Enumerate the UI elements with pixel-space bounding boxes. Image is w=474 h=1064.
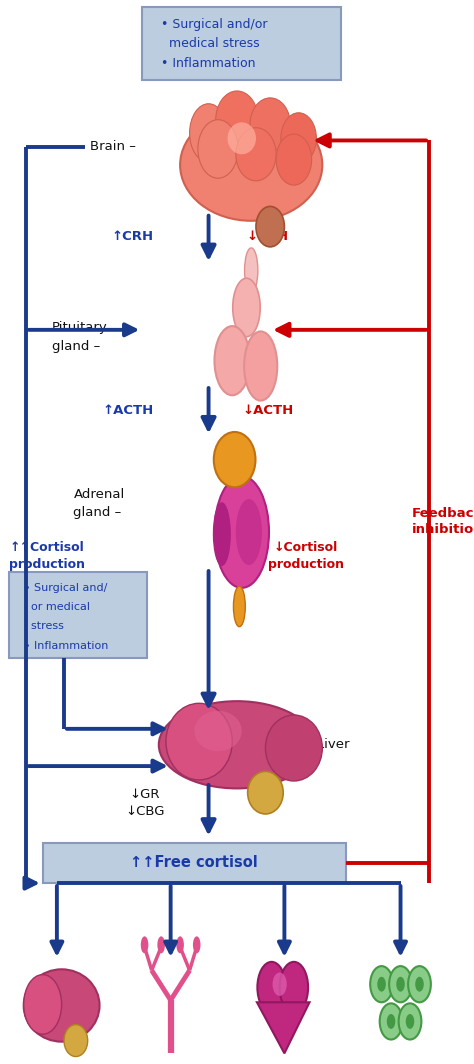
Ellipse shape bbox=[245, 248, 258, 293]
Ellipse shape bbox=[377, 977, 386, 992]
Ellipse shape bbox=[408, 966, 431, 1002]
Text: ↓CRH: ↓CRH bbox=[247, 230, 289, 243]
Ellipse shape bbox=[250, 98, 290, 151]
Text: stress: stress bbox=[24, 621, 64, 631]
Ellipse shape bbox=[228, 122, 256, 154]
Text: or medical: or medical bbox=[24, 602, 90, 612]
Ellipse shape bbox=[166, 703, 232, 780]
Ellipse shape bbox=[24, 969, 100, 1042]
Ellipse shape bbox=[273, 972, 287, 996]
Ellipse shape bbox=[236, 499, 262, 565]
Ellipse shape bbox=[399, 1003, 421, 1040]
Ellipse shape bbox=[213, 502, 231, 566]
Polygon shape bbox=[257, 1002, 310, 1053]
Ellipse shape bbox=[265, 715, 322, 781]
Ellipse shape bbox=[214, 432, 255, 487]
Text: gland –: gland – bbox=[52, 340, 100, 353]
Text: • Inflammation: • Inflammation bbox=[161, 57, 255, 70]
Ellipse shape bbox=[281, 113, 316, 164]
Ellipse shape bbox=[216, 92, 258, 149]
Ellipse shape bbox=[233, 586, 246, 627]
Text: ↑↑Cortisol
production: ↑↑Cortisol production bbox=[9, 542, 85, 571]
Text: ↓CBG: ↓CBG bbox=[125, 805, 164, 818]
Ellipse shape bbox=[233, 278, 260, 336]
Text: ↑CRH: ↑CRH bbox=[112, 230, 154, 243]
Ellipse shape bbox=[159, 701, 315, 788]
Ellipse shape bbox=[370, 966, 393, 1002]
Text: – Liver: – Liver bbox=[306, 738, 349, 751]
Text: ↑↑Free cortisol: ↑↑Free cortisol bbox=[130, 855, 258, 870]
Ellipse shape bbox=[280, 962, 308, 1013]
Text: gland –: gland – bbox=[73, 506, 122, 519]
Ellipse shape bbox=[387, 1014, 395, 1029]
Ellipse shape bbox=[236, 128, 276, 181]
Ellipse shape bbox=[276, 134, 311, 185]
Ellipse shape bbox=[64, 1025, 88, 1057]
Text: • Surgical and/: • Surgical and/ bbox=[24, 583, 107, 593]
Circle shape bbox=[141, 936, 148, 953]
Ellipse shape bbox=[244, 332, 277, 401]
Text: • Inflammation: • Inflammation bbox=[24, 641, 108, 650]
Text: ↓GR: ↓GR bbox=[129, 788, 160, 801]
Circle shape bbox=[193, 936, 201, 953]
Ellipse shape bbox=[257, 962, 286, 1013]
Ellipse shape bbox=[24, 975, 62, 1034]
Ellipse shape bbox=[389, 966, 412, 1002]
FancyBboxPatch shape bbox=[9, 572, 147, 658]
Ellipse shape bbox=[396, 977, 405, 992]
Ellipse shape bbox=[256, 206, 284, 247]
Text: Pituitary: Pituitary bbox=[52, 321, 108, 334]
Text: medical stress: medical stress bbox=[161, 37, 260, 50]
FancyBboxPatch shape bbox=[142, 7, 341, 80]
Ellipse shape bbox=[198, 120, 238, 179]
Ellipse shape bbox=[247, 771, 283, 814]
Circle shape bbox=[176, 936, 184, 953]
Ellipse shape bbox=[380, 1003, 402, 1040]
Text: ↓ACTH: ↓ACTH bbox=[242, 404, 293, 417]
Text: Feedback
inhibition: Feedback inhibition bbox=[412, 506, 474, 536]
Text: ↑ACTH: ↑ACTH bbox=[102, 404, 154, 417]
Ellipse shape bbox=[214, 477, 269, 587]
Text: Brain –: Brain – bbox=[90, 140, 136, 153]
Ellipse shape bbox=[406, 1014, 414, 1029]
Ellipse shape bbox=[190, 104, 228, 163]
FancyBboxPatch shape bbox=[43, 843, 346, 883]
Ellipse shape bbox=[415, 977, 424, 992]
Ellipse shape bbox=[214, 326, 250, 395]
Ellipse shape bbox=[194, 711, 242, 751]
Circle shape bbox=[157, 936, 165, 953]
Text: Adrenal: Adrenal bbox=[73, 488, 125, 501]
Ellipse shape bbox=[180, 110, 322, 221]
Text: • Surgical and/or: • Surgical and/or bbox=[161, 18, 268, 31]
Text: ↓Cortisol
production: ↓Cortisol production bbox=[268, 542, 344, 571]
